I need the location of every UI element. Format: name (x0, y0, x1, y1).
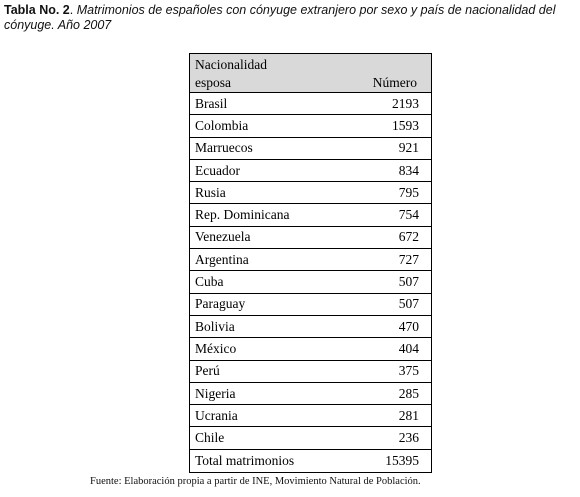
data-table: Nacionalidad esposa Número Brasil 2193 Col… (189, 53, 432, 474)
value-cell: 672 (398, 229, 419, 245)
table-row: Rusia 795 (190, 182, 431, 205)
table-row: Venezuela 672 (190, 227, 431, 250)
country-cell: Rusia (195, 184, 226, 200)
value-cell: 1593 (392, 117, 419, 133)
table-row: Paraguay 507 (190, 294, 431, 316)
country-cell: Total matrimonios (195, 452, 295, 468)
table-row: Rep. Dominicana 754 (190, 204, 431, 227)
country-cell: Nigeria (195, 385, 236, 401)
table-caption: Tabla No. 2. Matrimonios de españoles co… (4, 3, 574, 33)
value-cell: 754 (398, 207, 419, 223)
value-cell: 507 (398, 274, 419, 290)
country-cell: Brasil (195, 95, 228, 111)
header-wife: esposa (195, 75, 231, 90)
country-cell: Colombia (195, 117, 249, 133)
table-row: Colombia 1593 (190, 115, 431, 138)
value-cell: 470 (398, 318, 419, 334)
table-row: Brasil 2193 (190, 93, 431, 116)
header-number: Número (372, 75, 417, 90)
caption-label: Tabla No. 2 (4, 3, 70, 17)
table-row: Bolivia 470 (190, 316, 431, 339)
value-cell: 2193 (392, 95, 419, 111)
country-cell: Cuba (195, 274, 224, 290)
country-cell: Marruecos (195, 140, 253, 156)
value-cell: 834 (398, 162, 419, 178)
value-cell: 285 (398, 385, 419, 401)
country-cell: Ucrania (195, 407, 238, 423)
header-nationality: Nacionalidad (195, 57, 267, 72)
table-row: Marruecos 921 (190, 138, 431, 160)
table-body: Brasil 2193 Colombia 1593 Marruecos 921 Ecuado… (190, 93, 431, 472)
value-cell: 375 (398, 363, 419, 379)
table-row: Total matrimonios 15395 (190, 450, 431, 472)
country-cell: Ecuador (195, 162, 240, 178)
value-cell: 727 (398, 251, 419, 267)
table-header: Nacionalidad esposa Número (190, 54, 431, 93)
country-cell: Perú (195, 363, 220, 379)
country-cell: Chile (195, 430, 225, 446)
table-row: Ucrania 281 (190, 405, 431, 428)
country-cell: Venezuela (195, 229, 251, 245)
table-row: Argentina 727 (190, 249, 431, 272)
source-note: Fuente: Elaboración propia a partir de I… (90, 476, 421, 487)
country-cell: Paraguay (195, 296, 246, 312)
table-row: México 404 (190, 338, 431, 361)
table-row: Ecuador 834 (190, 160, 431, 183)
caption-title: Matrimonios de españoles con cónyuge ext… (4, 3, 556, 32)
table-row: Chile 236 (190, 427, 431, 450)
value-cell: 507 (398, 296, 419, 312)
value-cell: 281 (398, 407, 419, 423)
country-cell: México (195, 340, 237, 356)
country-cell: Argentina (195, 251, 249, 267)
country-cell: Rep. Dominicana (195, 207, 290, 223)
table-row: Cuba 507 (190, 271, 431, 294)
value-cell: 921 (398, 140, 419, 156)
table-row: Nigeria 285 (190, 383, 431, 406)
country-cell: Bolivia (195, 318, 235, 334)
value-cell: 15395 (385, 452, 419, 468)
caption-separator: . (69, 3, 77, 17)
value-cell: 236 (398, 430, 419, 446)
table-row: Perú 375 (190, 361, 431, 383)
value-cell: 404 (398, 340, 419, 356)
value-cell: 795 (398, 184, 419, 200)
